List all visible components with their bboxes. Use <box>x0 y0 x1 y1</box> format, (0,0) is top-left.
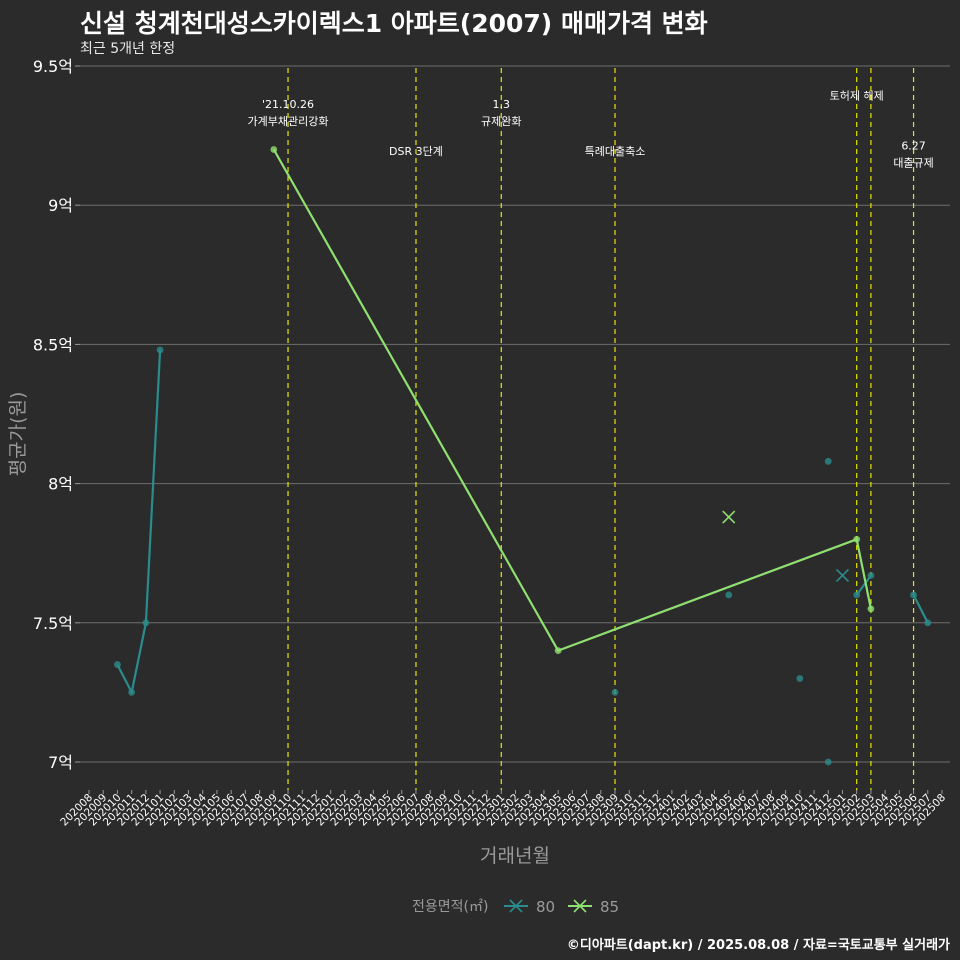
data-point-85 <box>554 647 562 655</box>
series-points <box>114 146 932 766</box>
chart-title: 신설 청계천대성스카이렉스1 아파트(2007) 매매가격 변화 <box>80 9 708 38</box>
legend-key-cross-85 <box>573 899 587 913</box>
data-point-80 <box>924 619 932 627</box>
y-tick-label: 8억 <box>48 475 73 494</box>
data-point-80 <box>156 346 164 354</box>
y-tick-label: 7억 <box>48 753 73 772</box>
x-axis-ticks: 2020082020092020102020112020122021012021… <box>58 790 948 828</box>
legend-label-85: 85 <box>600 898 619 916</box>
series-line-80 <box>855 574 872 596</box>
data-point-80 <box>725 591 733 599</box>
y-tick-label: 9.5억 <box>33 57 73 76</box>
legend-key-cross-80 <box>509 899 523 913</box>
data-point-80 <box>867 572 875 579</box>
annotation-label: 특례대출축소 <box>585 145 646 158</box>
data-point-85 <box>270 146 278 153</box>
data-point-80 <box>824 457 832 465</box>
data-point-80 <box>910 591 917 599</box>
annotation-label: '21.10.26 <box>262 98 314 111</box>
annotation-label: 규제완화 <box>481 115 521 128</box>
series-line-80 <box>912 594 929 624</box>
legend-label-80: 80 <box>536 898 555 916</box>
annotation-label: 가계부채관리강화 <box>248 115 329 128</box>
data-point-85 <box>853 535 861 543</box>
annotation-label: 6.27 <box>901 140 926 153</box>
data-point-80 <box>142 619 150 627</box>
data-point-80 <box>853 591 861 599</box>
data-point-80 <box>128 689 136 696</box>
data-point-80 <box>824 758 832 766</box>
y-axis-label: 평균가(원) <box>7 392 29 477</box>
x-axis-label: 거래년월 <box>480 845 550 867</box>
chart-caption: ©디아파트(dapt.kr) / 2025.08.08 / 자료=국토교통부 실… <box>566 938 950 953</box>
y-tick-label: 8.5억 <box>33 335 73 354</box>
series-line-80 <box>116 349 162 694</box>
data-point-80 <box>114 661 121 668</box>
gridlines <box>80 65 950 763</box>
cross-marker-stroke <box>835 568 850 583</box>
chart-subtitle: 최근 5개년 한정 <box>80 41 176 57</box>
annotation-label: DSR 3단계 <box>389 145 443 158</box>
annotation-label: 1.3 <box>493 98 511 111</box>
cross-marker-stroke <box>722 510 736 524</box>
series-lines <box>116 148 929 694</box>
y-tick-label: 9억 <box>48 196 73 215</box>
data-point-85 <box>867 605 875 613</box>
annotation-label: 대출규제 <box>893 157 933 170</box>
y-tick-label: 7.5억 <box>33 614 73 633</box>
legend-title: 전용면적(㎡) <box>412 899 488 915</box>
y-axis-ticks: 7억 7.5억 8억 8.5억 9억 9.5억 <box>33 57 80 772</box>
annotation-label: 토허제 해제 <box>830 88 884 102</box>
cross-marker-85 <box>722 510 736 524</box>
data-point-80 <box>796 675 804 682</box>
legend: 전용면적(㎡) 80 85 <box>412 898 619 916</box>
series-line-85 <box>272 148 872 652</box>
cross-marker-80 <box>835 568 850 583</box>
data-point-80 <box>611 689 619 696</box>
